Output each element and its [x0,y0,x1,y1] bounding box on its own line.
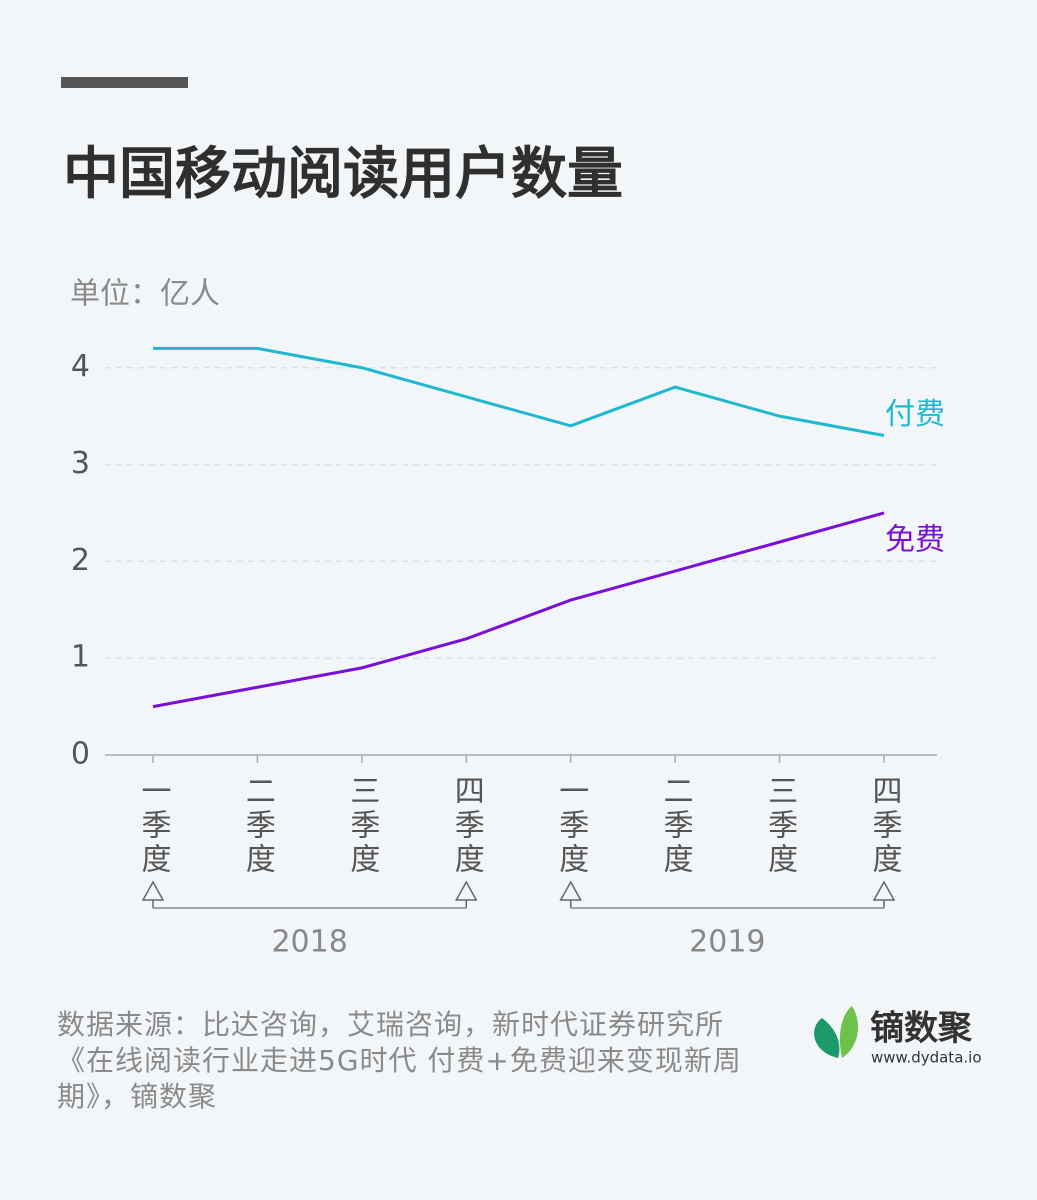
chart-title: 中国移动阅读用户数量 [63,142,623,207]
group-label: 2018 [271,925,347,960]
x-tick-label: 一季度 [553,775,588,877]
y-tick-label: 1 [71,640,90,675]
group-label: 2019 [689,925,765,960]
logo-url: www.dydata.io [871,1049,982,1067]
y-tick-label: 2 [71,543,90,578]
series-line [152,511,885,709]
series-label: 免费 [885,522,945,557]
x-tick-label: 一季度 [136,775,171,877]
y-axis-label: 单位：亿人 [70,277,220,312]
y-tick-label: 3 [71,446,90,481]
title-bar [61,77,188,88]
group-arrow [455,880,478,908]
y-tick-label: 4 [71,349,90,384]
series-label: 付费 [885,397,945,432]
group-arrow [141,880,165,908]
x-tick-label: 三季度 [344,775,379,877]
logo-leaf [839,1006,858,1058]
logo-name: 镝数聚 [870,1009,973,1049]
x-tick-label: 四季度 [449,775,484,877]
x-tick-label: 二季度 [658,775,693,877]
logo-leaf [814,1018,840,1058]
source-note: 数据来源：比达咨询，艾瑞咨询，新时代证券研究所《在线阅读行业走进5G时代 付费+… [57,1008,742,1113]
x-tick-label: 二季度 [240,775,275,877]
logo: 镝数聚 www.dydata.io [814,1006,982,1067]
group-arrow [872,880,896,908]
group-arrow [559,880,582,908]
series-line [153,346,885,437]
x-tick-label: 四季度 [867,775,902,877]
x-tick-label: 三季度 [762,775,797,877]
y-tick-label: 0 [71,737,90,772]
